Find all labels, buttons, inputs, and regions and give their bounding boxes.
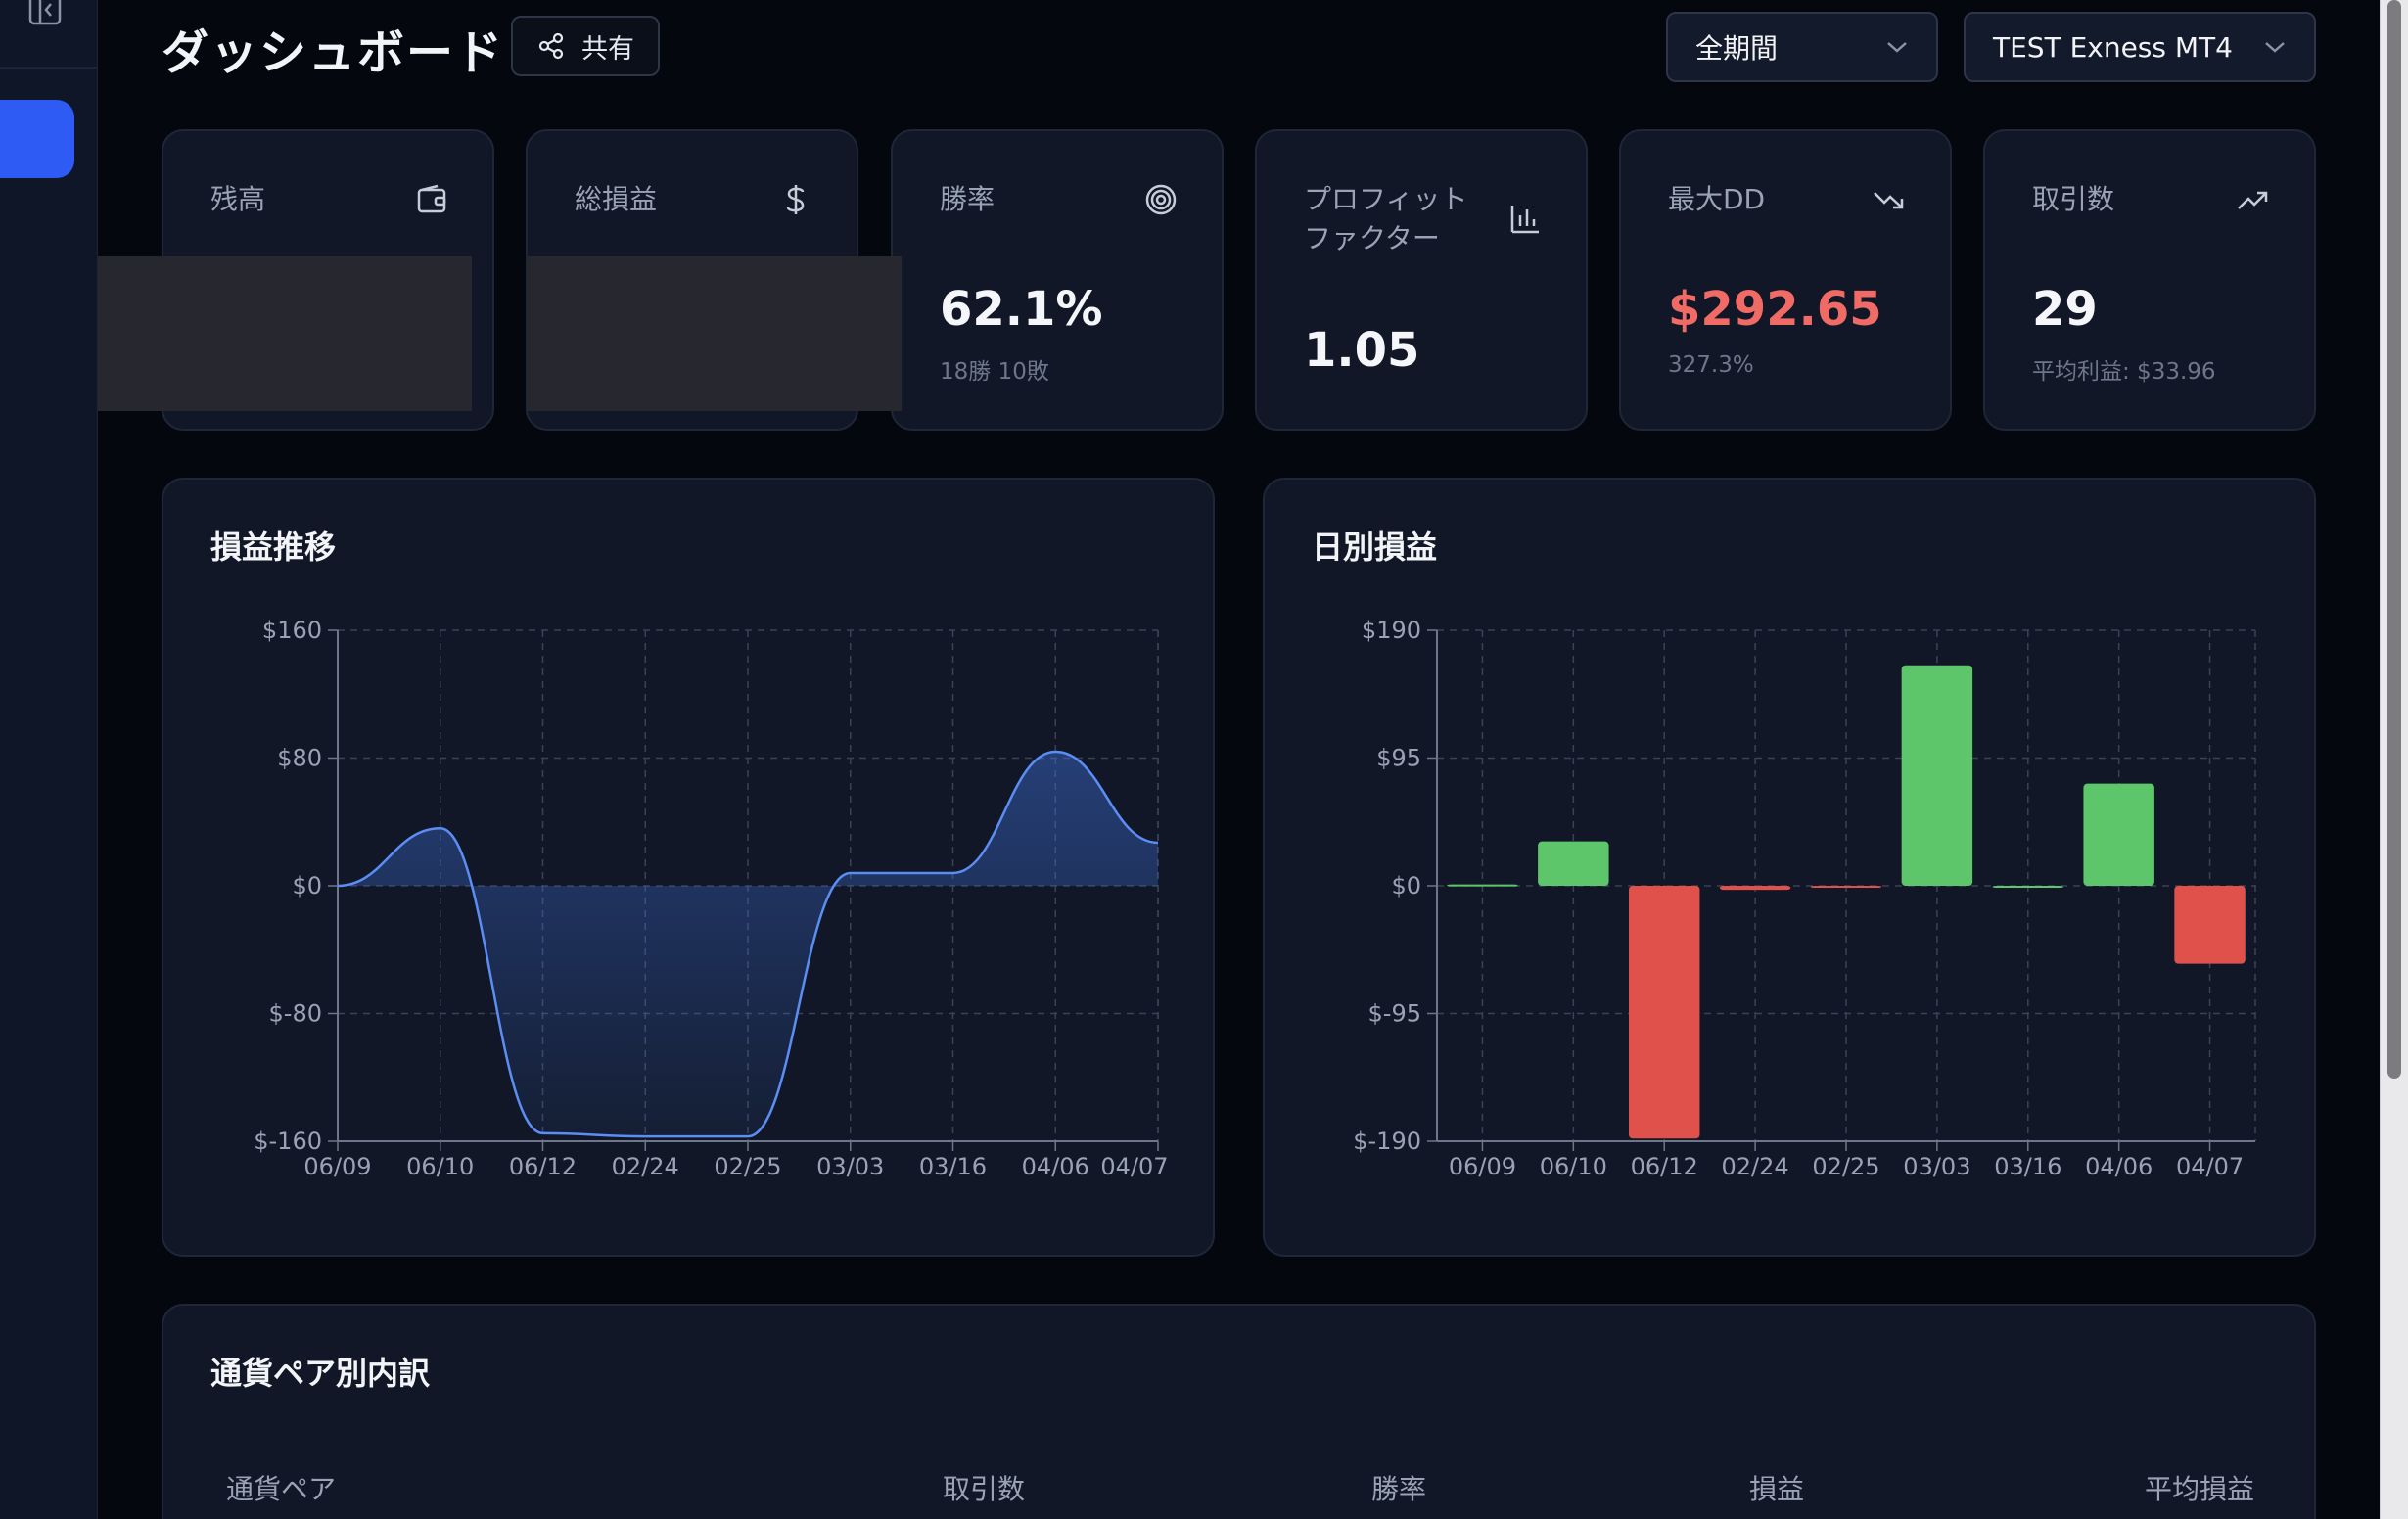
x-tick-label: 04/07 xyxy=(2176,1153,2244,1180)
daily-pnl-bar xyxy=(1447,884,1518,887)
pnl-series-line xyxy=(337,750,1159,1138)
x-tick-label: 06/10 xyxy=(1540,1153,1607,1180)
column-header-pnl[interactable]: 損益 xyxy=(1749,1473,1805,1505)
scrollbar-thumb[interactable] xyxy=(2387,0,2401,1079)
trades-card: 取引数 29 平均利益: $33.96 xyxy=(1983,129,2316,431)
win-rate-label: 勝率 xyxy=(940,183,996,215)
x-tick-label: 04/07 xyxy=(1100,1153,1168,1180)
profit-factor-label: プロフィット ファクター xyxy=(1304,180,1467,258)
x-tick-label: 02/24 xyxy=(612,1153,679,1180)
win-rate-card: 勝率 62.1% 18勝 10敗 xyxy=(891,129,1224,431)
win-rate-sub: 18勝 10敗 xyxy=(940,359,1049,385)
x-tick-label: 06/12 xyxy=(1631,1153,1698,1180)
x-tick-label: 04/06 xyxy=(2085,1153,2153,1180)
x-tick-label: 06/09 xyxy=(1449,1153,1516,1180)
x-tick-label: 06/09 xyxy=(303,1153,371,1180)
x-tick-label: 04/06 xyxy=(1022,1153,1089,1180)
balance-label: 残高 xyxy=(210,183,266,215)
total-pnl-label: 総損益 xyxy=(575,183,658,215)
y-tick-label: $0 xyxy=(292,872,322,899)
profit-factor-value: 1.05 xyxy=(1304,323,1420,378)
y-tick-label: $-95 xyxy=(1368,1000,1421,1028)
x-tick-label: 03/03 xyxy=(1903,1153,1970,1180)
redacted-total-pnl-value xyxy=(528,256,902,411)
daily-pnl-bar xyxy=(2083,783,2154,886)
y-tick-label: $160 xyxy=(262,617,322,644)
daily-pnl-bar xyxy=(2174,886,2246,964)
x-tick-label: 03/16 xyxy=(919,1153,987,1180)
column-header-win-rate[interactable]: 勝率 xyxy=(1371,1473,1427,1505)
account-select[interactable]: TEST Exness MT4 xyxy=(1964,12,2316,82)
daily-pnl-panel: 日別損益 $190 $95 $0 $-95 $-190 06/09 06/10 06/12 02… xyxy=(1263,478,2316,1257)
chevron-down-icon xyxy=(1887,42,1907,53)
daily-pnl-bar xyxy=(1901,665,1973,886)
max-dd-sub: 327.3% xyxy=(1668,352,1754,378)
dollar-icon xyxy=(786,185,805,214)
daily-pnl-bar xyxy=(1719,886,1791,891)
y-tick-label: $190 xyxy=(1362,617,1421,644)
daily-pnl-bar xyxy=(1810,886,1882,888)
y-tick-label: $-190 xyxy=(1353,1128,1421,1155)
x-tick-label: 03/03 xyxy=(816,1153,884,1180)
account-select-value: TEST Exness MT4 xyxy=(1993,30,2233,64)
period-select-value: 全期間 xyxy=(1695,32,1779,65)
max-dd-card: 最大DD $292.65 327.3% xyxy=(1619,129,1952,431)
daily-pnl-bar xyxy=(1992,886,2064,888)
share-button[interactable]: 共有 xyxy=(511,16,660,76)
daily-pnl-title: 日別損益 xyxy=(1312,529,1438,566)
column-header-avg-pnl[interactable]: 平均損益 xyxy=(2145,1473,2255,1505)
y-tick-label: $80 xyxy=(277,745,322,772)
profit-factor-label-line1: プロフィット xyxy=(1304,183,1468,215)
column-header-trades[interactable]: 取引数 xyxy=(943,1473,1026,1505)
y-tick-label: $95 xyxy=(1376,745,1421,772)
profit-factor-label-line2: ファクター xyxy=(1304,222,1440,254)
x-tick-label: 02/24 xyxy=(1722,1153,1789,1180)
page-scrollbar[interactable] xyxy=(2380,0,2408,1519)
target-icon xyxy=(1145,184,1177,215)
sidebar xyxy=(0,0,98,1519)
trending-down-icon xyxy=(1874,192,1904,209)
y-tick-label: $-160 xyxy=(254,1128,322,1155)
y-tick-label: $-80 xyxy=(269,1000,322,1028)
pnl-area-fill xyxy=(338,751,1158,1137)
profit-factor-card: プロフィット ファクター 1.05 xyxy=(1255,129,1588,431)
sidebar-collapse-icon[interactable] xyxy=(27,0,63,27)
pair-breakdown-title: 通貨ペア別内訳 xyxy=(210,1355,431,1392)
x-tick-label: 06/12 xyxy=(509,1153,577,1180)
pnl-trend-title: 損益推移 xyxy=(210,529,337,566)
trending-up-icon xyxy=(2238,191,2268,209)
redacted-balance-value xyxy=(98,256,472,411)
column-header-pair[interactable]: 通貨ペア xyxy=(226,1473,337,1505)
page-title: ダッシュボード xyxy=(162,25,505,80)
bar-chart-icon xyxy=(1510,206,1539,234)
x-tick-label: 03/16 xyxy=(1994,1153,2061,1180)
sidebar-divider xyxy=(0,67,98,69)
win-rate-value: 62.1% xyxy=(940,282,1103,337)
max-dd-label: 最大DD xyxy=(1668,183,1766,215)
max-dd-value: $292.65 xyxy=(1668,282,1882,337)
share-icon xyxy=(538,32,564,60)
x-tick-label: 02/25 xyxy=(1812,1153,1879,1180)
period-select[interactable]: 全期間 xyxy=(1666,12,1938,82)
pnl-trend-panel: 損益推移 $160 $80 $0 $-80 $-160 06/09 06/10 06/12 02… xyxy=(162,478,1215,1257)
y-tick-label: $0 xyxy=(1391,872,1421,899)
sidebar-item-active[interactable] xyxy=(0,100,74,178)
x-tick-label: 06/10 xyxy=(406,1153,474,1180)
wallet-icon xyxy=(417,184,446,213)
share-label: 共有 xyxy=(581,33,634,65)
x-tick-label: 02/25 xyxy=(714,1153,781,1180)
trades-value: 29 xyxy=(2032,282,2098,337)
daily-pnl-bar xyxy=(1538,841,1609,886)
pair-breakdown-panel: 通貨ペア別内訳 通貨ペア 取引数 勝率 損益 平均損益 xyxy=(162,1304,2316,1519)
daily-pnl-bar xyxy=(1628,886,1700,1139)
chevron-down-icon xyxy=(2265,42,2285,53)
trades-label: 取引数 xyxy=(2032,183,2115,215)
daily-pnl-chart: $190 $95 $0 $-95 $-190 06/09 06/10 06/12 02/24 02… xyxy=(1353,617,2256,1180)
trades-sub: 平均利益: $33.96 xyxy=(2032,359,2216,385)
